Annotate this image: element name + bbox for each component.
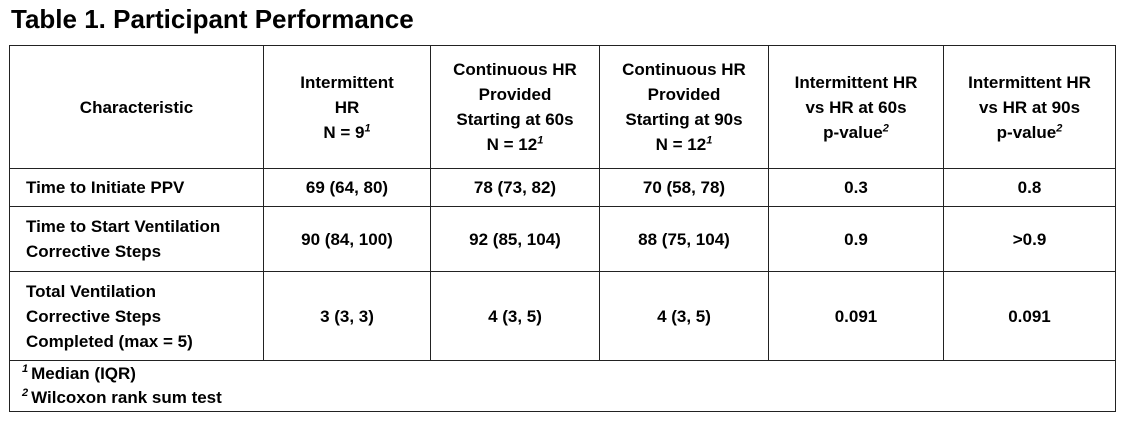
footnote-marker: 2 — [882, 121, 889, 134]
footnote-marker: 1 — [706, 134, 713, 147]
footnote-row: 1 Median (IQR) 2 Wilcoxon rank sum test — [9, 360, 1116, 412]
table-cell: 78 (73, 82) — [430, 168, 600, 207]
header-continuous-hr-90s: Continuous HR Provided Starting at 90s N… — [599, 45, 769, 169]
table-cell: 92 (85, 104) — [430, 206, 600, 272]
footnote: 2 Wilcoxon rank sum test — [22, 387, 222, 407]
table-cell: 4 (3, 5) — [599, 271, 769, 361]
table-cell: 88 (75, 104) — [599, 206, 769, 272]
table-cell: >0.9 — [943, 206, 1116, 272]
header-pvalue-90s: Intermittent HR vs HR at 90s p-value2 — [943, 45, 1116, 169]
table-cell: 70 (58, 78) — [599, 168, 769, 207]
row-label: Time to Initiate PPV — [9, 168, 264, 207]
header-row: Characteristic Intermittent HR N = 91 Co… — [9, 45, 1116, 169]
header-pvalue-60s: Intermittent HR vs HR at 60s p-value2 — [768, 45, 944, 169]
table-title: Table 1. Participant Performance — [11, 4, 414, 34]
table-cell: 0.091 — [943, 271, 1116, 361]
table-cell: 4 (3, 5) — [430, 271, 600, 361]
table-footnotes: 1 Median (IQR) 2 Wilcoxon rank sum test — [9, 360, 1116, 412]
table-cell: 0.8 — [943, 168, 1116, 207]
table-cell: 0.9 — [768, 206, 944, 272]
footnote-marker: 1 — [537, 134, 544, 147]
table-cell: 0.3 — [768, 168, 944, 207]
table-cell: 3 (3, 3) — [263, 271, 431, 361]
header-continuous-hr-60s: Continuous HR Provided Starting at 60s N… — [430, 45, 600, 169]
table-row: Time to Start Ventilation Corrective Ste… — [9, 206, 1116, 272]
table-cell: 69 (64, 80) — [263, 168, 431, 207]
table-cell: 90 (84, 100) — [263, 206, 431, 272]
header-intermittent-hr: Intermittent HR N = 91 — [263, 45, 431, 169]
footnote-marker: 1 — [364, 121, 371, 134]
table-cell: 0.091 — [768, 271, 944, 361]
table-row: Total Ventilation Corrective Steps Compl… — [9, 271, 1116, 361]
row-label: Time to Start Ventilation Corrective Ste… — [9, 206, 264, 272]
header-characteristic: Characteristic — [9, 45, 264, 169]
table-row: Time to Initiate PPV 69 (64, 80) 78 (73,… — [9, 168, 1116, 207]
footnote-marker: 2 — [1056, 121, 1063, 134]
footnote: 1 Median (IQR) — [22, 363, 136, 383]
participant-performance-table: Characteristic Intermittent HR N = 91 Co… — [9, 45, 1116, 412]
row-label: Total Ventilation Corrective Steps Compl… — [9, 271, 264, 361]
